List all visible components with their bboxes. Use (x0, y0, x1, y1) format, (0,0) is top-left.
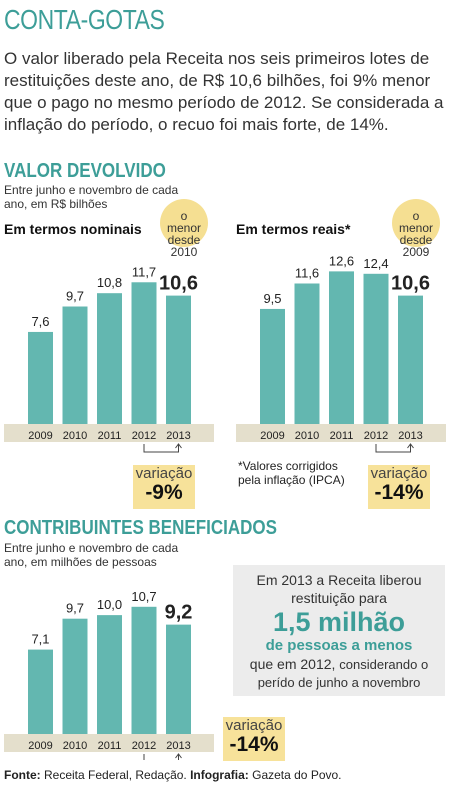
chart-nominal: 7,6 2009 9,7 2010 10,8 2011 11,7 2012 10,6 2013 (4, 264, 214, 453)
tick-label-2011: 2011 (98, 740, 122, 752)
intro-text: O valor liberado pela Receita nos seis p… (4, 49, 444, 134)
chart2-bubble: o menor desde 2009 (392, 199, 440, 258)
info-box: Em 2013 a Receita liberou restituição pa… (233, 565, 445, 696)
tick-label-2013: 2013 (166, 740, 190, 752)
chart3-variation-label: variação (225, 717, 283, 734)
tick-label-2013: 2013 (398, 430, 422, 442)
tick-label-2012: 2012 (364, 430, 388, 442)
value-label-2011: 12,6 (329, 253, 354, 268)
variation-arrow (175, 753, 182, 759)
value-label-2012: 11,7 (132, 264, 156, 279)
value-label-2011: 10,0 (97, 597, 122, 612)
value-label-2010: 11,6 (295, 265, 319, 280)
chart2-variation-box: variação -14% (368, 465, 430, 509)
bar-2012 (131, 606, 157, 734)
section1-subtitle: Entre junho e novembro de cada ano, em R… (4, 183, 179, 211)
bar-2012 (363, 273, 389, 424)
bar-2010 (294, 283, 320, 424)
info-highlight-small: de pessoas a menos (265, 637, 413, 654)
bar-2011 (97, 615, 122, 734)
chart2-title: Em termos reais* (236, 221, 351, 237)
value-label-2009: 7,1 (31, 632, 49, 647)
source-label: Fonte: (4, 768, 41, 782)
tick-label-2009: 2009 (28, 430, 52, 442)
tick-label-2012: 2012 (132, 740, 156, 752)
section1-title: VALOR DEVOLVIDO (4, 160, 166, 182)
tick-label-2010: 2010 (295, 430, 319, 442)
value-label-2009: 9,5 (263, 291, 281, 306)
source-text: Receita Federal, Redação. (44, 768, 187, 782)
chart1-bubble-text: o menor desde 2010 (166, 209, 201, 259)
section2-title: CONTRIBUINTES BENEFICIADOS (4, 517, 277, 539)
value-label-2010: 9,7 (66, 289, 84, 304)
chart-real: 9,5 2009 11,6 2010 12,6 2011 12,4 2012 10,6 2013 (236, 253, 446, 453)
chart1-variation-box: variação -9% (133, 465, 195, 509)
value-label-2013: 10,6 (391, 273, 430, 295)
info-line1: Em 2013 a Receita liberou (256, 572, 422, 588)
value-label-2010: 9,7 (66, 601, 84, 616)
chart1-variation-label: variação (135, 465, 193, 482)
x-axis-band (236, 424, 446, 442)
value-label-2012: 12,4 (363, 256, 388, 271)
bar-2010 (62, 306, 88, 424)
bar-2013 (166, 624, 191, 734)
tick-label-2009: 2009 (28, 740, 52, 752)
bar-2012 (131, 282, 157, 424)
bar-2011 (97, 293, 122, 424)
tick-label-2011: 2011 (330, 430, 354, 442)
page-title: CONTA-GOTAS (4, 4, 165, 35)
variation-bracket (143, 444, 179, 453)
info-line4: perído de junho a novembro (257, 675, 421, 690)
x-axis-band (4, 424, 214, 442)
variation-arrow (407, 443, 414, 449)
bar-2009 (28, 649, 53, 734)
bar-2011 (329, 271, 354, 424)
info-highlight-big: 1,5 milhão (272, 607, 406, 637)
chart3-variation-box: variação -14% (223, 717, 285, 761)
bar-2013 (166, 295, 191, 424)
chart2-variation-label: variação (370, 465, 428, 482)
source-line: Fonte: Receita Federal, Redação. Infogra… (4, 768, 342, 782)
bar-2010 (62, 618, 88, 734)
section2-subtitle: Entre junho e novembro de cada ano, em m… (4, 541, 179, 569)
tick-label-2010: 2010 (63, 430, 87, 442)
chart3-variation-value: -14% (229, 733, 279, 756)
chart2-bubble-text: o menor desde 2009 (398, 209, 433, 259)
value-label-2012: 10,7 (131, 589, 156, 604)
bar-2009 (260, 308, 285, 424)
chart1-bubble: o menor desde 2010 (160, 199, 208, 258)
chart1-title: Em termos nominais (4, 221, 142, 237)
variation-bracket (143, 754, 179, 760)
value-label-2013: 10,6 (159, 273, 198, 295)
value-label-2009: 7,6 (31, 314, 49, 329)
infographic-label: Infografia: (190, 768, 249, 782)
variation-arrow (175, 443, 182, 449)
value-label-2011: 10,8 (97, 275, 122, 290)
value-label-2013: 9,2 (165, 602, 193, 624)
info-line3-post: considerando o (339, 657, 429, 672)
tick-label-2009: 2009 (260, 430, 284, 442)
chart2-variation-value: -14% (374, 481, 424, 504)
variation-bracket (375, 444, 411, 453)
bar-2009 (28, 331, 53, 424)
infographic-text: Gazeta do Povo. (252, 768, 342, 782)
tick-label-2013: 2013 (166, 430, 190, 442)
tick-label-2010: 2010 (63, 740, 87, 752)
info-line3-pre: que em 2012, (249, 656, 336, 672)
info-line2: restituição para (291, 590, 387, 606)
tick-label-2012: 2012 (132, 430, 156, 442)
tick-label-2011: 2011 (98, 430, 122, 442)
chart1-variation-value: -9% (145, 481, 183, 504)
chart-contributors: 7,1 2009 9,7 2010 10,0 2011 10,7 2012 9,2 2013 (4, 589, 214, 760)
chart2-footnote: *Valores corrigidos pela inflação (IPCA) (238, 459, 345, 487)
x-axis-band (4, 734, 214, 752)
bar-2013 (398, 295, 423, 424)
